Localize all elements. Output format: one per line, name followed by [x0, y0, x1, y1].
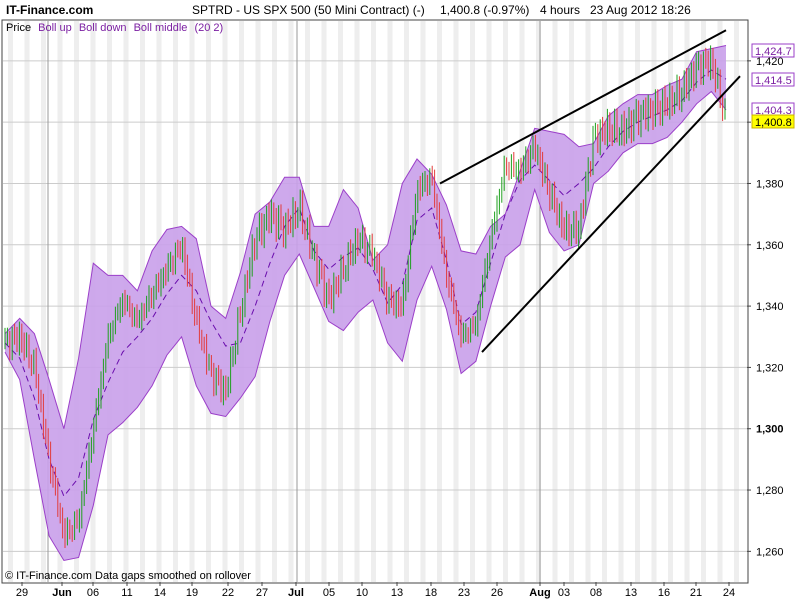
legend-boll-up: Boll up — [38, 22, 72, 34]
boll-down-line — [4, 90, 727, 562]
shade-band — [585, 21, 591, 582]
shade-band — [8, 21, 13, 582]
last-price: 1,400.8 (-0.97%) — [440, 3, 529, 17]
x-tick-label: 16 — [658, 587, 670, 599]
y-tick-label: 1,280 — [756, 485, 784, 497]
shade-band — [57, 21, 63, 582]
shade-band — [305, 21, 310, 582]
shade-band — [437, 21, 442, 582]
shade-band — [717, 21, 723, 582]
shade-band — [503, 21, 508, 582]
trendlines — [439, 29, 741, 353]
price-tag-label: 1,414.5 — [755, 75, 792, 87]
shade-band — [651, 21, 657, 582]
x-tick-label: 10 — [356, 587, 368, 599]
shade-band — [222, 21, 228, 582]
price-tag-box — [751, 43, 795, 58]
price-tag-label: 1,400.8 — [755, 117, 792, 129]
x-tick-label: 29 — [16, 587, 28, 599]
shade-band — [74, 21, 79, 582]
x-tick-label: 22 — [222, 587, 234, 599]
price-tag-label: 1,404.3 — [755, 105, 792, 117]
x-tick-label: 23 — [458, 587, 470, 599]
x-tick-label: 21 — [690, 587, 702, 599]
legend-boll-down: Boll down — [79, 22, 127, 34]
x-tick-label: 24 — [723, 587, 735, 599]
shade-band — [420, 21, 426, 582]
x-tick-label: 05 — [323, 587, 335, 599]
chart-title: SPTRD - US SPX 500 (50 Mini Contract) (-… — [192, 3, 425, 17]
shade-band — [618, 21, 624, 582]
shade-band — [569, 21, 574, 582]
x-tick-label: Jul — [288, 587, 304, 599]
x-tick-label: 18 — [425, 587, 437, 599]
price-candles — [4, 45, 726, 548]
datetime-label: 23 Aug 2012 18:26 — [590, 3, 691, 17]
legend-boll-middle: Boll middle — [134, 22, 188, 34]
bollinger-band — [4, 45, 727, 562]
x-tick-label: Aug — [529, 587, 550, 599]
y-tick-label: 1,380 — [756, 178, 784, 190]
shade-band — [288, 21, 294, 582]
band-fill — [5, 45, 726, 561]
shade-band — [519, 21, 525, 582]
x-axis: 29 Jun 06 11 14 19 22 27 Jul 05 10 13 18 23 26 Aug 03 08 1… — [16, 582, 735, 599]
shade-band — [701, 21, 706, 582]
x-tick-label: 03 — [558, 587, 570, 599]
shade-band — [668, 21, 673, 582]
price-tag-label: 1,424.7 — [755, 46, 792, 58]
trendline-upper — [439, 29, 727, 185]
shade-band — [41, 21, 46, 582]
axes — [1, 19, 749, 584]
y-axis: 1,2601,2801,3001,3201,3401,3601,3801,400… — [747, 56, 784, 558]
x-tick-label: 27 — [256, 587, 268, 599]
shade-band — [684, 21, 690, 582]
price-tag-box — [751, 72, 795, 87]
x-tick-label: 11 — [121, 587, 132, 599]
shade-band — [635, 21, 640, 582]
x-tick-label: 06 — [87, 587, 99, 599]
shade-band — [24, 21, 30, 582]
footer-note: © IT-Finance.com Data gaps smoothed on r… — [5, 570, 251, 582]
price-tag-box — [751, 114, 795, 129]
x-tick-label: 14 — [154, 587, 166, 599]
shade-band — [734, 21, 739, 582]
x-tick-label: 13 — [625, 587, 637, 599]
x-tick-label: 26 — [491, 587, 503, 599]
interval-label: 4 hours — [540, 3, 580, 17]
y-tick-label: 1,340 — [756, 301, 784, 313]
y-tick-label: 1,360 — [756, 240, 784, 252]
x-tick-label: 19 — [186, 587, 198, 599]
y-tick-label: 1,320 — [756, 362, 784, 374]
legend-price: Price — [6, 22, 31, 34]
y-tick-label: 1,420 — [756, 56, 784, 68]
y-tick-label: 1,300 — [756, 424, 784, 436]
y-tick-label: 1,260 — [756, 546, 784, 558]
svg-text:Price Boll up Boll dow: Price Boll up Boll down Boll middle (20 … — [6, 22, 223, 34]
x-tick-label: 08 — [590, 587, 602, 599]
legend-params: (20 2) — [194, 22, 223, 34]
price-tags: 1,424.7 1,414.5 1,404.31,400.8 — [751, 43, 795, 129]
shade-band — [602, 21, 607, 582]
x-tick-label: Jun — [52, 587, 72, 599]
shade-band — [552, 21, 558, 582]
x-tick-label: 13 — [391, 587, 403, 599]
trendline-lower — [481, 75, 741, 353]
brand-logo: IT-Finance.com — [6, 3, 93, 17]
shade-band — [536, 21, 541, 582]
